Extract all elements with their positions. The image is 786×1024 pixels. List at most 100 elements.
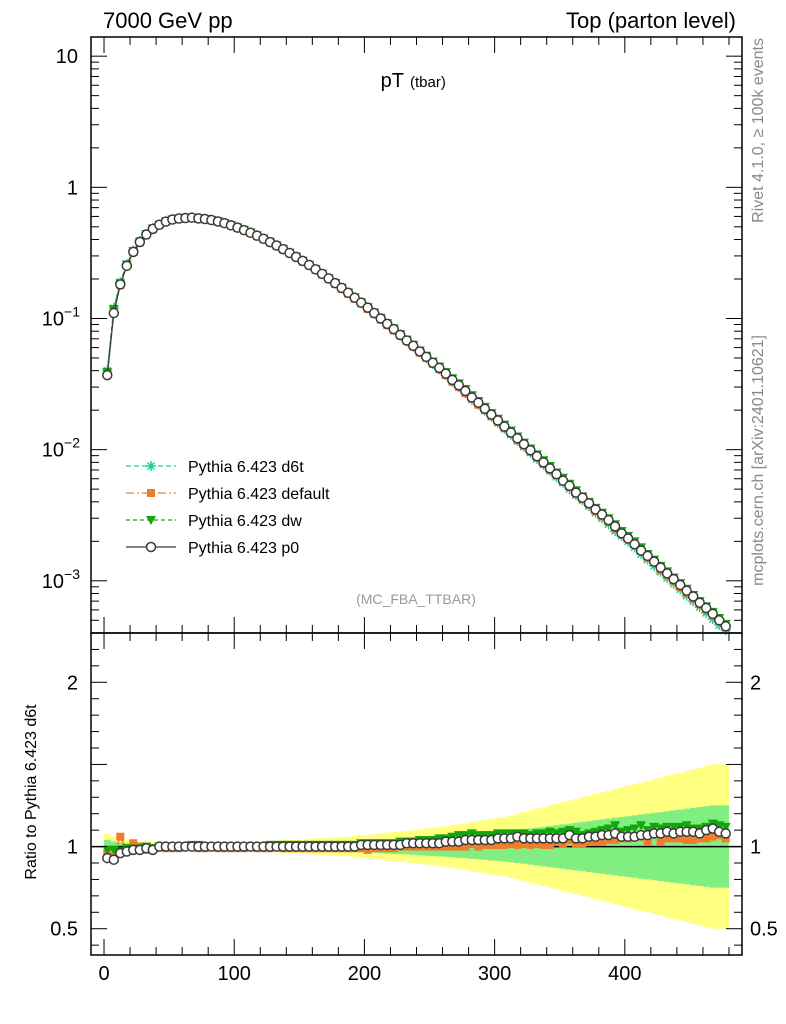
data-point — [414, 346, 426, 357]
y-tick-label: 1 — [67, 177, 78, 199]
ratio-point — [682, 836, 691, 844]
y-tick-label: 2 — [67, 672, 78, 694]
data-point — [720, 621, 731, 632]
ratio-point — [629, 824, 640, 834]
data-point — [479, 403, 491, 415]
ratio-point — [720, 822, 731, 832]
data-point — [453, 379, 465, 391]
data-point — [544, 463, 556, 474]
data-point — [460, 385, 471, 397]
ratio-point — [461, 842, 470, 851]
main-plot-panel: 10 1 10−1 10−2 10−3 pT (tbar) (MC_FBA_TTBAR)… — [42, 36, 743, 636]
legend-label: Pythia 6.423 dw — [188, 513, 302, 530]
ratio-point — [598, 837, 607, 846]
ratio-point — [610, 821, 621, 831]
data-point — [622, 533, 634, 544]
data-point — [434, 362, 445, 374]
ratio-point — [702, 834, 711, 843]
ratio-point — [656, 837, 665, 846]
legend-label: Pythia 6.423 default — [188, 486, 330, 503]
data-point — [655, 562, 666, 573]
data-point — [108, 307, 120, 319]
data-point — [525, 444, 536, 456]
x-tick-label: 100 — [218, 963, 251, 985]
main-x-axis-ticks — [103, 37, 730, 633]
x-tick-label: 200 — [348, 963, 381, 985]
data-point — [609, 521, 621, 532]
data-point — [642, 550, 653, 562]
ratio-point — [116, 832, 125, 841]
x-tick-label: 0 — [98, 963, 109, 985]
data-point — [668, 573, 679, 585]
ratio-point — [708, 832, 717, 841]
legend-marker — [145, 541, 157, 553]
ratio-y-axis-label: Ratio to Pythia 6.423 d6t — [23, 704, 40, 880]
ratio-point — [108, 854, 120, 865]
ratio-point — [623, 826, 634, 836]
data-point — [583, 498, 595, 509]
ratio-point — [720, 828, 731, 839]
data-point — [681, 585, 692, 596]
data-point — [661, 568, 673, 579]
legend-label: Pythia 6.423 p0 — [188, 540, 299, 557]
data-point — [648, 556, 660, 567]
ratio-point — [603, 824, 614, 834]
ratio-point — [526, 840, 535, 849]
y-tick-label: 10−1 — [42, 303, 80, 330]
ratio-point — [668, 822, 679, 832]
main-y-axis-ticks: 10 1 10−1 10−2 10−3 — [42, 46, 742, 634]
legend-item-d6t: Pythia 6.423 d6t — [126, 459, 304, 476]
header-process: Top (parton level) — [566, 8, 736, 33]
ratio-point — [557, 827, 568, 837]
data-point — [687, 591, 699, 602]
data-point — [115, 279, 126, 290]
ratio-point — [474, 842, 483, 851]
legend: Pythia 6.423 d6t Pythia 6.423 default Pyth… — [126, 459, 330, 557]
data-point — [440, 368, 452, 379]
data-point — [700, 602, 712, 614]
data-point — [551, 468, 562, 480]
ratio-point — [676, 834, 685, 843]
data-point — [486, 409, 497, 420]
ratio-point — [129, 839, 138, 848]
y-tick-label-right: 1 — [750, 837, 761, 859]
legend-marker — [146, 461, 156, 471]
y-tick-label: 1 — [67, 837, 78, 859]
data-point — [128, 246, 139, 258]
data-point — [473, 397, 484, 408]
legend-marker — [146, 516, 156, 525]
data-point — [629, 538, 640, 550]
data-point — [121, 260, 133, 272]
data-point — [596, 509, 608, 520]
data-point — [707, 608, 718, 620]
analysis-label: (MC_FBA_TTBAR) — [356, 591, 476, 607]
data-point — [505, 427, 517, 438]
ratio-point — [493, 840, 502, 849]
ratio-point — [636, 821, 647, 831]
header-energy: 7000 GeV pp — [103, 8, 233, 33]
data-point — [362, 302, 373, 313]
ratio-point — [102, 845, 113, 855]
rivet-version-label: Rivet 4.1.0, ≥ 100k events — [750, 38, 767, 223]
ratio-point — [570, 827, 581, 837]
data-point — [603, 514, 614, 526]
series-p0 — [102, 212, 731, 632]
data-point — [499, 421, 510, 432]
data-point — [492, 415, 504, 426]
data-point — [564, 480, 575, 492]
data-point — [531, 451, 543, 462]
legend-item-p0: Pythia 6.423 p0 — [126, 540, 299, 557]
ratio-point — [539, 840, 548, 849]
ratio-y-axis-ticks: 2 2 1 1 0.5 0.5 — [50, 648, 778, 946]
data-point — [388, 323, 399, 335]
ratio-point — [513, 840, 522, 849]
data-point — [713, 615, 725, 626]
legend-marker — [147, 489, 155, 497]
ratio-x-axis-ticks: 0 100 200 300 400 — [98, 633, 730, 985]
x-tick-label: 400 — [608, 963, 641, 985]
ratio-point — [453, 831, 464, 841]
x-tick-label: 300 — [478, 963, 511, 985]
mcplots-label: mcplots.cern.ch [arXiv:2401.10621] — [750, 335, 767, 586]
data-point — [518, 438, 530, 450]
